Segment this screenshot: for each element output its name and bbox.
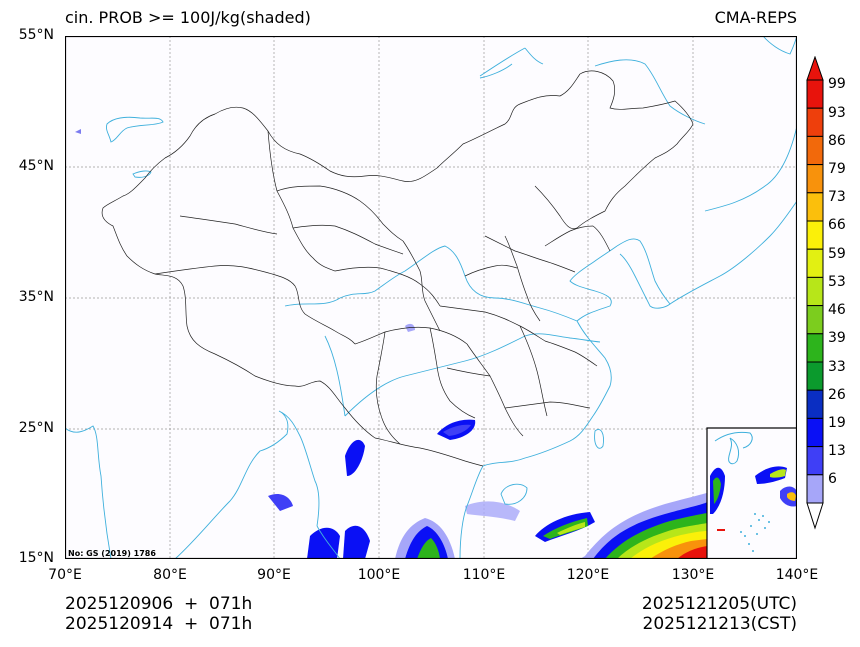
colorbar-label-53: 53 [828,274,846,290]
borders [101,70,694,467]
colorbar-label-66: 66 [828,217,846,233]
colorbar-label-46: 46 [828,302,846,318]
colorbar-label-6: 6 [828,471,837,487]
probability-shading [75,129,725,559]
colorbar-label-13: 13 [828,443,846,459]
colorbar-label-79: 79 [828,161,846,177]
valid-time-utc: 2025121205(UTC) [641,594,797,614]
graticule [65,36,797,559]
init-time-block: 2025120906 + 071h 2025120914 + 071h [65,594,252,634]
colorbar-label-86: 86 [828,133,846,149]
y-tick-55n: 55°N [18,27,54,43]
colorbar-label-33: 33 [828,359,846,375]
colorbar-label-19: 19 [828,415,846,431]
colorbar-label-26: 26 [828,387,846,403]
y-tick-35n: 35°N [18,289,54,305]
y-tick-45n: 45°N [18,158,54,174]
x-tick-140e: 140°E [775,567,819,583]
y-tick-25n: 25°N [18,420,54,436]
colorbar-svg [806,55,824,530]
y-tick-15n: 15°N [18,550,54,566]
x-tick-100e: 100°E [357,567,401,583]
colorbar-label-59: 59 [828,246,846,262]
colorbar-label-99: 99 [828,76,846,92]
map-approval-number: No: GS (2019) 1786 [68,549,156,558]
south-china-sea-inset [706,427,798,560]
x-tick-70e: 70°E [48,567,82,583]
map-panel: No: GS (2019) 1786 [64,35,798,560]
init-time-utc: 2025120906 + 071h [65,594,253,614]
x-tick-90e: 90°E [257,567,291,583]
x-tick-130e: 130°E [671,567,715,583]
map-svg [64,35,798,560]
model-name: CMA-REPS [714,8,797,27]
colorbar-under-triangle [806,502,824,530]
valid-time-cst: 2025121213(CST) [642,614,797,634]
x-tick-110e: 110°E [462,567,506,583]
colorbar-label-39: 39 [828,330,846,346]
colorbar-boxes [806,79,824,504]
valid-time-block: 2025121205(UTC) 2025121213(CST) [642,594,797,634]
colorbar-over-triangle [806,55,824,81]
coastlines [64,35,798,560]
init-time-cst: 2025120914 + 071h [65,614,253,634]
axes-border [64,35,798,560]
x-tick-80e: 80°E [153,567,187,583]
colorbar [806,55,824,530]
colorbar-label-93: 93 [828,105,846,121]
chart-title: cin. PROB >= 100J/kg(shaded) [65,8,311,27]
map-background [65,36,797,559]
colorbar-label-73: 73 [828,189,846,205]
x-tick-120e: 120°E [566,567,610,583]
